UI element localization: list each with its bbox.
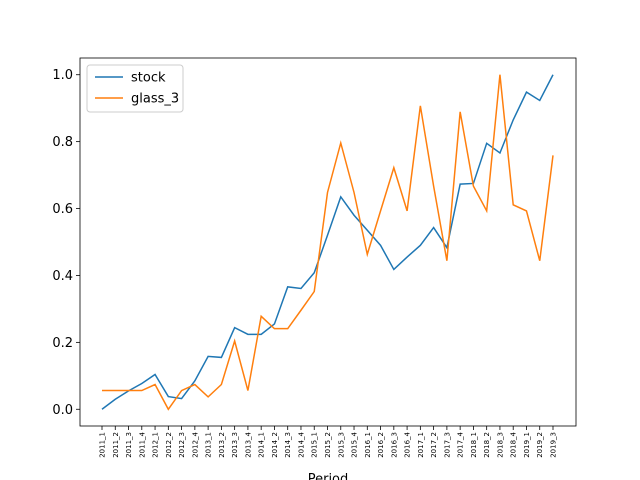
x-tick-label: 2012_2 — [165, 432, 173, 458]
y-tick-label: 1.0 — [52, 68, 73, 83]
x-tick-label: 2011_1 — [99, 432, 107, 458]
x-tick-label: 2019_2 — [536, 432, 544, 458]
x-tick-label: 2014_3 — [284, 432, 292, 458]
x-tick-label: 2011_2 — [112, 432, 120, 458]
x-tick-label: 2018_4 — [510, 431, 518, 457]
x-tick-label: 2014_1 — [258, 432, 266, 458]
x-tick-label: 2013_1 — [205, 432, 213, 458]
x-tick-label: 2013_3 — [231, 432, 239, 458]
legend-label: stock — [131, 71, 166, 86]
line-series — [102, 74, 554, 411]
x-tick-label: 2013_2 — [218, 432, 226, 458]
x-axis-label: Period — [308, 472, 349, 480]
x-tick-label: 2012_4 — [191, 431, 199, 457]
y-tick-label: 0.8 — [52, 135, 73, 150]
y-tick-label: 0.6 — [52, 202, 73, 217]
x-tick-label: 2016_3 — [390, 432, 398, 458]
x-tick-label: 2018_3 — [496, 432, 504, 458]
x-tick-label: 2012_3 — [178, 432, 186, 458]
y-tick-label: 0.0 — [52, 403, 73, 418]
x-tick-label: 2017_4 — [457, 431, 465, 457]
x-tick-label: 2017_3 — [443, 432, 451, 458]
x-tick-label: 2019_3 — [550, 432, 558, 458]
x-tick-label: 2015_3 — [337, 432, 345, 458]
x-tick-label: 2017_1 — [417, 432, 425, 458]
x-tick-label: 2018_1 — [470, 432, 478, 458]
x-tick-label: 2016_4 — [404, 431, 412, 457]
x-tick-label: 2013_4 — [244, 431, 252, 457]
x-tick-label: 2016_1 — [364, 432, 372, 458]
x-tick-label: 2018_2 — [483, 432, 491, 458]
x-tick-label: 2014_4 — [297, 431, 305, 457]
x-tick-label: 2017_2 — [430, 432, 438, 458]
legend-label: glass_3 — [131, 92, 179, 107]
line-series — [101, 74, 554, 410]
y-tick-label: 0.2 — [52, 336, 73, 351]
x-tick-label: 2015_4 — [351, 431, 359, 457]
x-tick-label: 2015_1 — [311, 432, 319, 458]
x-tick-label: 2014_2 — [271, 432, 279, 458]
axes-frame — [79, 57, 577, 427]
x-tick-label: 2012_1 — [152, 432, 160, 458]
x-tick-label: 2011_3 — [125, 432, 133, 458]
x-tick-label: 2015_2 — [324, 432, 332, 458]
y-tick-label: 0.4 — [52, 269, 73, 284]
x-tick-label: 2011_4 — [138, 431, 146, 457]
x-tick-label: 2019_1 — [523, 432, 531, 458]
x-tick-label: 2016_2 — [377, 432, 385, 458]
